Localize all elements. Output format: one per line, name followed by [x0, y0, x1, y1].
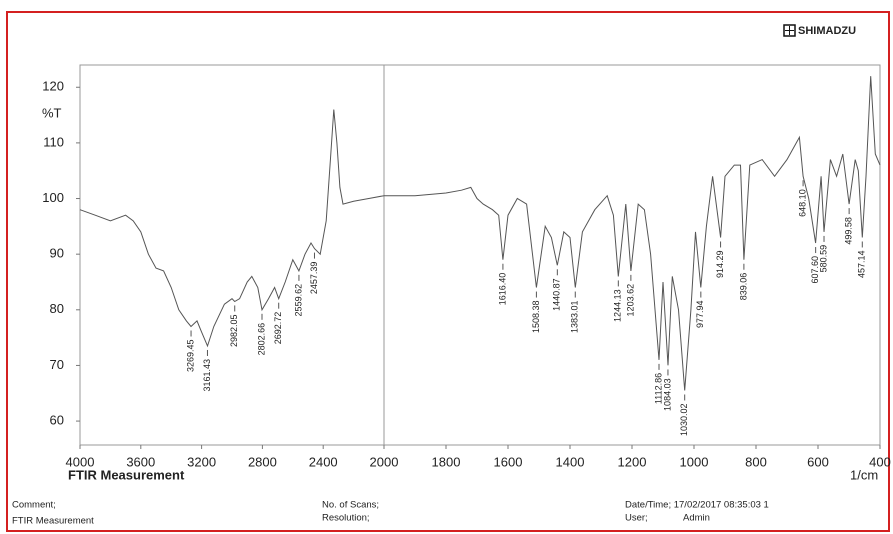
- peak-label: 2457.39: [309, 262, 319, 295]
- y-tick-label: 90: [50, 246, 64, 261]
- peak-label: 1112.86: [653, 373, 663, 404]
- peak-label: 580.59: [818, 245, 828, 273]
- chart-title: FTIR Measurement: [68, 467, 185, 482]
- x-tick-label: 3600: [126, 454, 155, 469]
- x-tick-label: 3200: [187, 454, 216, 469]
- peak-label: 1440.87: [552, 278, 562, 311]
- footer-text: Resolution;: [322, 513, 370, 524]
- peak-label: 839.06: [738, 273, 748, 301]
- peak-label: 3161.43: [202, 359, 212, 392]
- brand: SHIMADZU: [798, 25, 856, 37]
- x-tick-label: 400: [869, 454, 891, 469]
- peak-label: 1244.13: [613, 289, 623, 322]
- footer-text: Admin: [683, 513, 710, 524]
- y-tick-label: 120: [42, 79, 64, 94]
- peak-label: 1508.38: [531, 301, 541, 334]
- peak-label: 1203.62: [625, 284, 635, 317]
- x-tick-label: 1200: [618, 454, 647, 469]
- y-tick-label: 100: [42, 190, 64, 205]
- x-tick-label: 4000: [66, 454, 95, 469]
- footer-text: User;: [625, 513, 648, 524]
- y-tick-label: 110: [43, 134, 64, 149]
- peak-label: 607.60: [810, 256, 820, 284]
- y-tick-label: 60: [50, 413, 64, 428]
- peak-label: 3269.45: [185, 340, 195, 373]
- footer-text: No. of Scans;: [322, 500, 379, 511]
- peak-label: 648.10: [797, 189, 807, 217]
- x-tick-label: 2400: [309, 454, 338, 469]
- peak-label: 1383.01: [570, 301, 580, 334]
- x-tick-label: 600: [807, 454, 829, 469]
- footer-text: Comment;: [12, 500, 56, 511]
- peak-label: 914.29: [715, 251, 725, 279]
- peak-label: 499.58: [843, 217, 853, 245]
- x-tick-label: 1600: [494, 454, 523, 469]
- peak-label: 2692.72: [273, 312, 283, 345]
- x-tick-label: 1000: [680, 454, 709, 469]
- y-tick-label: 80: [50, 301, 64, 316]
- x-axis-label: 1/cm: [850, 467, 878, 482]
- x-tick-label: 1400: [556, 454, 585, 469]
- plot-frame: [79, 64, 881, 446]
- x-tick-label: 800: [745, 454, 767, 469]
- peak-label: 2802.66: [256, 323, 266, 356]
- x-tick-label: 2000: [370, 454, 399, 469]
- y-tick-label: 70: [50, 357, 64, 372]
- footer-text: Date/Time; 17/02/2017 08:35:03 1: [625, 500, 769, 511]
- peak-label: 457.14: [857, 251, 867, 279]
- footer-text: FTIR Measurement: [12, 516, 94, 527]
- x-tick-label: 2800: [248, 454, 277, 469]
- brand-logo: [783, 24, 796, 37]
- peak-label: 2559.62: [293, 284, 303, 317]
- peak-label: 1616.40: [497, 273, 507, 306]
- peak-label: 977.94: [695, 301, 705, 329]
- peak-label: 1084.03: [662, 378, 672, 411]
- x-tick-label: 1800: [432, 454, 461, 469]
- y-axis-label: %T: [42, 105, 62, 120]
- spectrum-line: [79, 76, 881, 391]
- frame: [6, 11, 890, 532]
- peak-label: 1030.02: [679, 404, 689, 437]
- peak-label: 2982.05: [229, 315, 239, 348]
